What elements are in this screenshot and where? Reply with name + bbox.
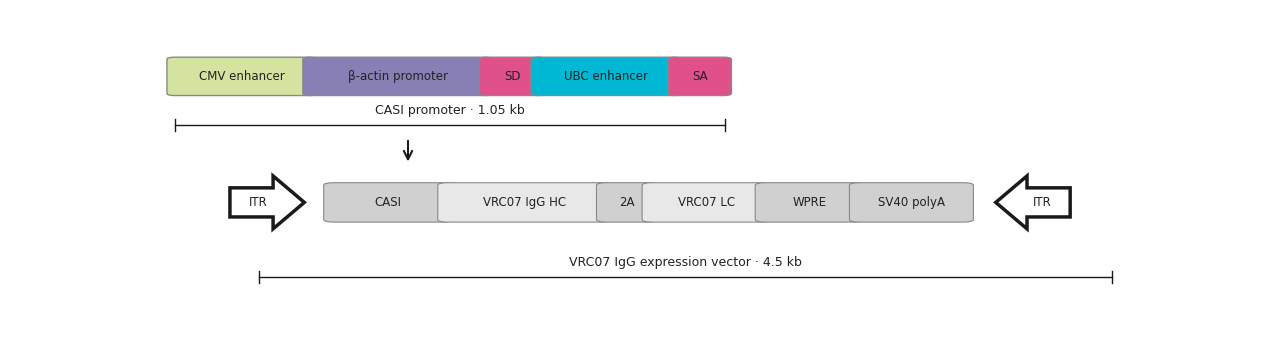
Text: ITR: ITR bbox=[1033, 196, 1052, 209]
FancyBboxPatch shape bbox=[303, 57, 493, 95]
Polygon shape bbox=[230, 176, 305, 229]
FancyBboxPatch shape bbox=[643, 183, 771, 222]
Text: CASI promoter · 1.05 kb: CASI promoter · 1.05 kb bbox=[375, 104, 525, 117]
Text: SV40 polyA: SV40 polyA bbox=[878, 196, 945, 209]
Text: SD: SD bbox=[504, 70, 521, 83]
Text: VRC07 IgG expression vector · 4.5 kb: VRC07 IgG expression vector · 4.5 kb bbox=[570, 256, 803, 269]
Text: WPRE: WPRE bbox=[792, 196, 827, 209]
Text: CASI: CASI bbox=[375, 196, 402, 209]
FancyBboxPatch shape bbox=[480, 57, 545, 95]
FancyBboxPatch shape bbox=[668, 57, 731, 95]
Polygon shape bbox=[996, 176, 1070, 229]
Text: UBC enhancer: UBC enhancer bbox=[564, 70, 648, 83]
FancyBboxPatch shape bbox=[438, 183, 612, 222]
Text: CMV enhancer: CMV enhancer bbox=[198, 70, 284, 83]
FancyBboxPatch shape bbox=[166, 57, 316, 95]
FancyBboxPatch shape bbox=[596, 183, 658, 222]
Text: ITR: ITR bbox=[248, 196, 268, 209]
FancyBboxPatch shape bbox=[324, 183, 453, 222]
FancyBboxPatch shape bbox=[850, 183, 973, 222]
FancyBboxPatch shape bbox=[531, 57, 681, 95]
Text: VRC07 LC: VRC07 LC bbox=[678, 196, 735, 209]
Text: SA: SA bbox=[691, 70, 708, 83]
FancyBboxPatch shape bbox=[755, 183, 864, 222]
Text: 2A: 2A bbox=[620, 196, 635, 209]
Text: β-actin promoter: β-actin promoter bbox=[348, 70, 448, 83]
Text: VRC07 IgG HC: VRC07 IgG HC bbox=[483, 196, 566, 209]
